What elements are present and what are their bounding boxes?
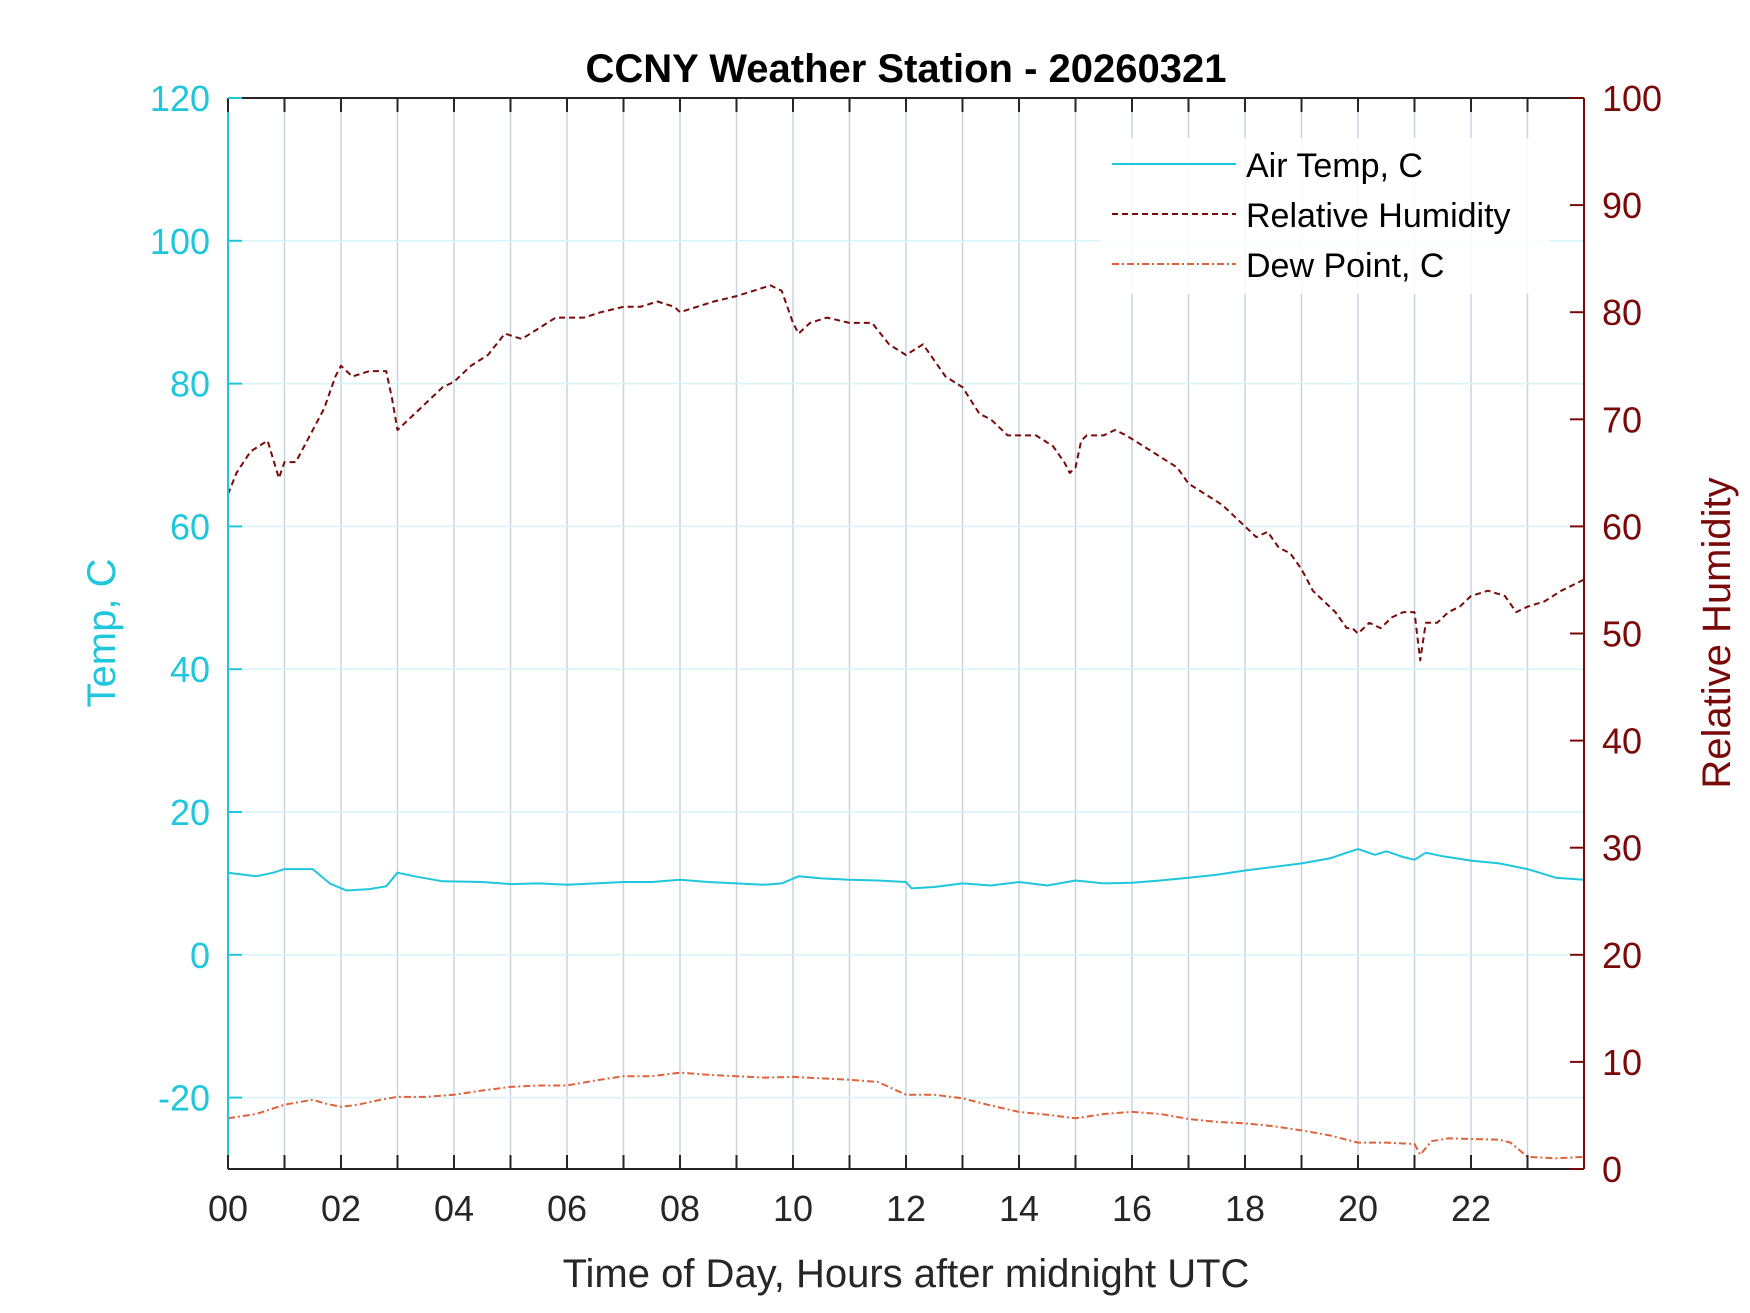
chart-title: CCNY Weather Station - 20260321 xyxy=(586,47,1227,91)
y-left-tick-label: 0 xyxy=(190,935,210,976)
x-tick-label: 02 xyxy=(321,1188,361,1229)
series-line-dew-point-c xyxy=(227,1071,1584,1160)
y-left-tick-label: 60 xyxy=(170,506,210,547)
x-tick-label: 16 xyxy=(1112,1188,1152,1229)
y-right-tick-label: 60 xyxy=(1602,506,1642,547)
x-tick-label: 08 xyxy=(660,1188,700,1229)
legend-label-dew-point: Dew Point, C xyxy=(1246,247,1444,285)
y-right-tick-label: 70 xyxy=(1602,399,1642,440)
y-right-tick-label: 40 xyxy=(1602,721,1642,762)
series-lines xyxy=(227,284,1584,1160)
y-axis-right-label: Relative Humidity xyxy=(1695,477,1739,788)
x-tick-label: 20 xyxy=(1338,1188,1378,1229)
y-right-tick-label: 10 xyxy=(1602,1042,1642,1083)
x-tick-label: 14 xyxy=(999,1188,1039,1229)
y-right-tick-label: 100 xyxy=(1602,78,1662,119)
y-left-tick-label: 40 xyxy=(170,649,210,690)
chart-legend: Air Temp, C Relative Humidity Dew Point,… xyxy=(1100,138,1550,294)
x-tick-label: 00 xyxy=(208,1188,248,1229)
x-tick-label: 04 xyxy=(434,1188,474,1229)
grid-lines xyxy=(228,98,1584,1169)
y-right-tick-label: 80 xyxy=(1602,292,1642,333)
y-right-tick-label: 90 xyxy=(1602,185,1642,226)
axes xyxy=(227,97,1585,1170)
x-tick-label: 06 xyxy=(547,1188,587,1229)
y-right-tick-label: 50 xyxy=(1602,614,1642,655)
x-tick-label: 18 xyxy=(1225,1188,1265,1229)
legend-label-air-temp: Air Temp, C xyxy=(1246,147,1423,185)
x-axis-label: Time of Day, Hours after midnight UTC xyxy=(563,1252,1250,1296)
y-left-tick-label: -20 xyxy=(158,1078,210,1119)
series-line-relative-humidity xyxy=(227,284,1584,662)
y-left-tick-label: 100 xyxy=(150,221,210,262)
y-left-tick-label: 80 xyxy=(170,364,210,405)
x-tick-label: 12 xyxy=(886,1188,926,1229)
y-left-tick-label: 20 xyxy=(170,792,210,833)
tick-labels: 00 02 04 06 08 10 12 14 16 18 20 22-200204060801001… xyxy=(150,78,1662,1229)
x-tick-label: 22 xyxy=(1451,1188,1491,1229)
y-right-tick-label: 20 xyxy=(1602,935,1642,976)
y-left-tick-label: 120 xyxy=(150,78,210,119)
y-right-tick-label: 0 xyxy=(1602,1149,1622,1190)
x-tick-label: 10 xyxy=(773,1188,813,1229)
y-axis-left-label: Temp, C xyxy=(80,559,124,708)
legend-label-relative-humidity: Relative Humidity xyxy=(1246,197,1511,235)
series-line-air-temp-c xyxy=(227,848,1584,892)
y-right-tick-label: 30 xyxy=(1602,828,1642,869)
